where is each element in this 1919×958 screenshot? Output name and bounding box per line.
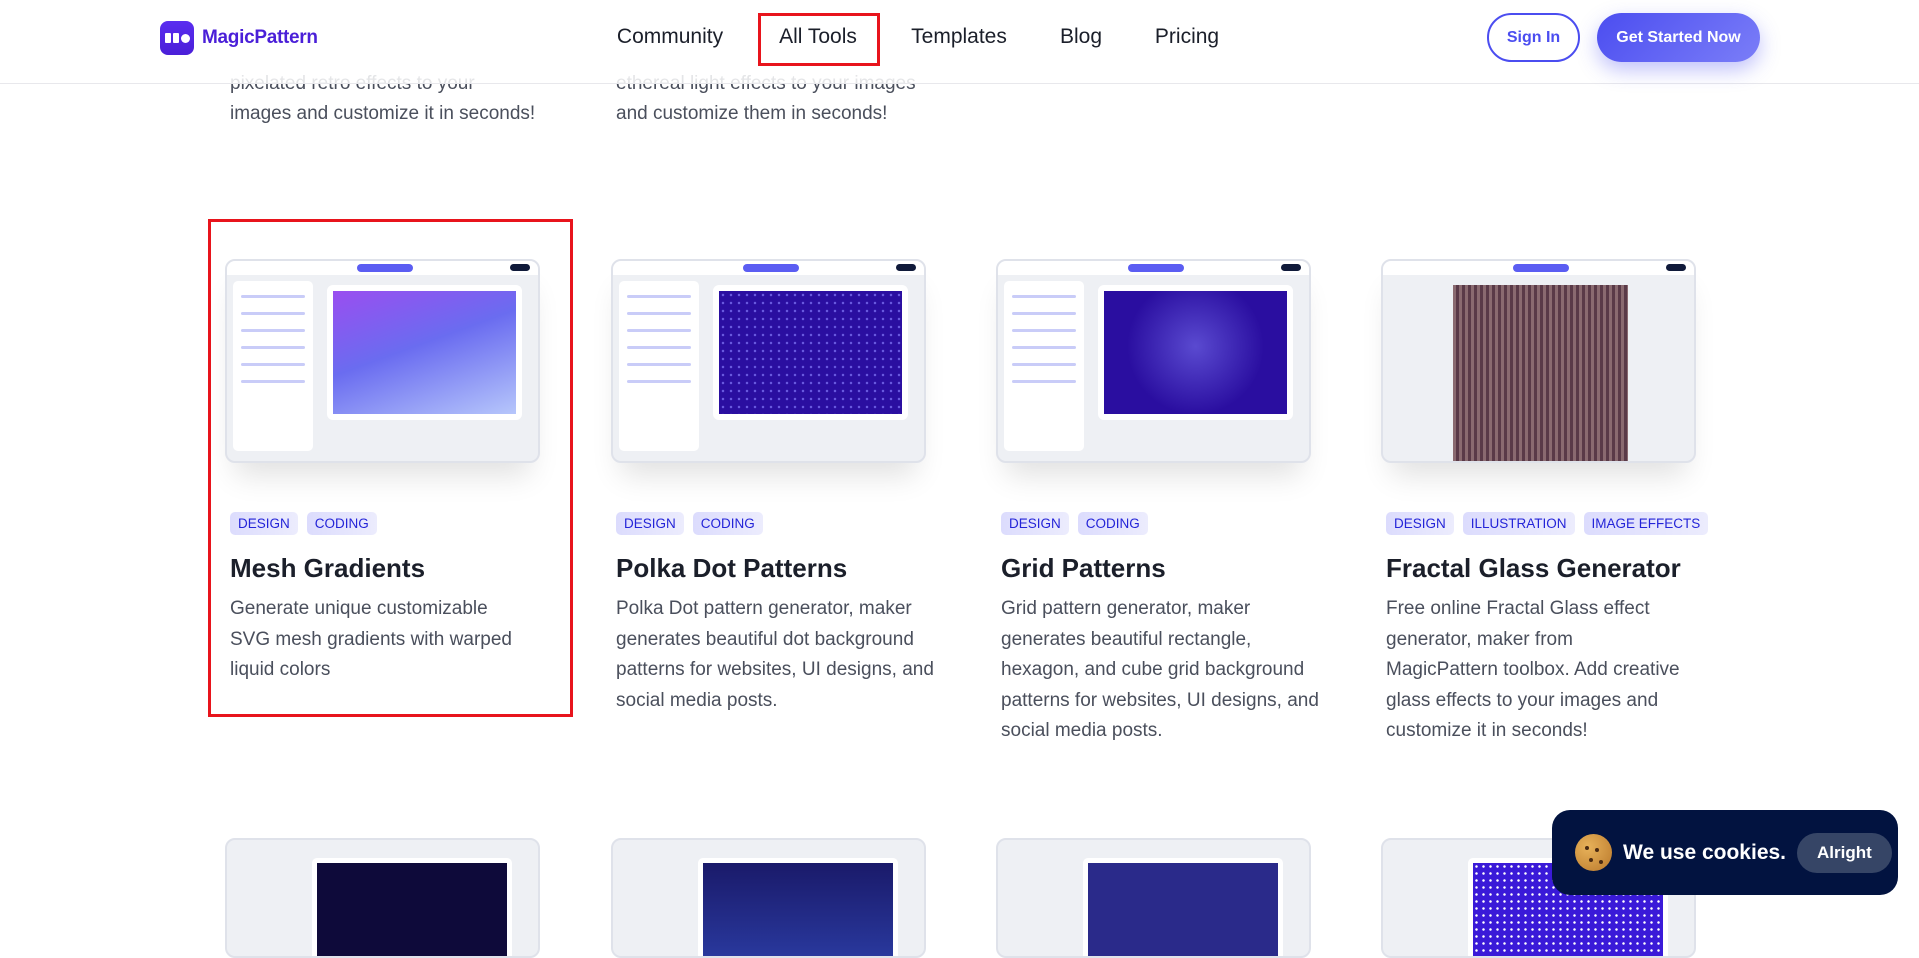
cookie-icon bbox=[1575, 834, 1612, 871]
tool-thumbnail[interactable] bbox=[996, 838, 1311, 958]
site-header: MagicPattern Community All Tools Templat… bbox=[0, 0, 1919, 84]
sign-in-button[interactable]: Sign In bbox=[1487, 13, 1580, 62]
card-title[interactable]: Fractal Glass Generator bbox=[1386, 553, 1681, 583]
tool-thumbnail bbox=[225, 259, 540, 463]
card-description: Polka Dot pattern generator, maker gener… bbox=[616, 598, 934, 711]
nav-all-tools[interactable]: All Tools bbox=[779, 25, 857, 48]
tag[interactable]: DESIGN bbox=[1001, 512, 1069, 535]
tag[interactable]: CODING bbox=[1077, 512, 1148, 535]
nav-community[interactable]: Community bbox=[616, 25, 724, 48]
card-description: Grid pattern generator, maker generates … bbox=[1001, 598, 1319, 741]
tag[interactable]: DESIGN bbox=[616, 512, 684, 535]
tool-card-fractal-glass-generator[interactable]: DESIGN ILLUSTRATION IMAGE EFFECTS Fractal … bbox=[1381, 259, 1716, 747]
tool-card-grid-patterns[interactable]: DESIGN CODING Grid Patterns Grid pattern … bbox=[996, 259, 1331, 747]
nav-templates[interactable]: Templates bbox=[911, 25, 1007, 48]
tag[interactable]: DESIGN bbox=[230, 512, 298, 535]
card-description: Generate unique customizable SVG mesh gr… bbox=[230, 598, 512, 680]
tool-card-polka-dot-patterns[interactable]: DESIGN CODING Polka Dot Patterns Polka Do… bbox=[611, 259, 946, 716]
nav-blog[interactable]: Blog bbox=[1059, 25, 1103, 48]
tool-thumbnail bbox=[996, 259, 1311, 463]
highlight-box bbox=[208, 219, 573, 717]
highlight-box bbox=[758, 13, 880, 66]
logo[interactable]: MagicPattern bbox=[160, 21, 318, 55]
tool-thumbnail bbox=[1381, 259, 1696, 463]
tool-card-mesh-gradients[interactable]: DESIGN CODING Mesh Gradients Generate uni… bbox=[225, 259, 560, 686]
brand-name: MagicPattern bbox=[202, 27, 318, 48]
alright-button[interactable]: Alright bbox=[1797, 832, 1892, 873]
tool-thumbnail bbox=[611, 259, 926, 463]
cookie-banner: We use cookies. Alright bbox=[1552, 810, 1898, 895]
tag[interactable]: ILLUSTRATION bbox=[1462, 512, 1575, 535]
logo-icon bbox=[160, 21, 194, 55]
card-title[interactable]: Polka Dot Patterns bbox=[616, 553, 848, 583]
tag[interactable]: CODING bbox=[692, 512, 763, 535]
get-started-button[interactable]: Get Started Now bbox=[1597, 13, 1760, 62]
tool-thumbnail[interactable] bbox=[225, 838, 540, 958]
card-title[interactable]: Mesh Gradients bbox=[230, 553, 426, 583]
tag[interactable]: IMAGE EFFECTS bbox=[1583, 512, 1709, 535]
cookie-text: We use cookies. bbox=[1623, 840, 1787, 864]
tool-thumbnail[interactable] bbox=[611, 838, 926, 958]
nav-pricing[interactable]: Pricing bbox=[1154, 25, 1220, 48]
tag[interactable]: CODING bbox=[306, 512, 377, 535]
desc-line: and customize them in seconds! bbox=[616, 103, 888, 124]
desc-line: images and customize it in seconds! bbox=[230, 103, 536, 124]
tag[interactable]: DESIGN bbox=[1386, 512, 1454, 535]
card-title[interactable]: Grid Patterns bbox=[1001, 553, 1166, 583]
card-description: Free online Fractal Glass effect generat… bbox=[1386, 598, 1680, 741]
